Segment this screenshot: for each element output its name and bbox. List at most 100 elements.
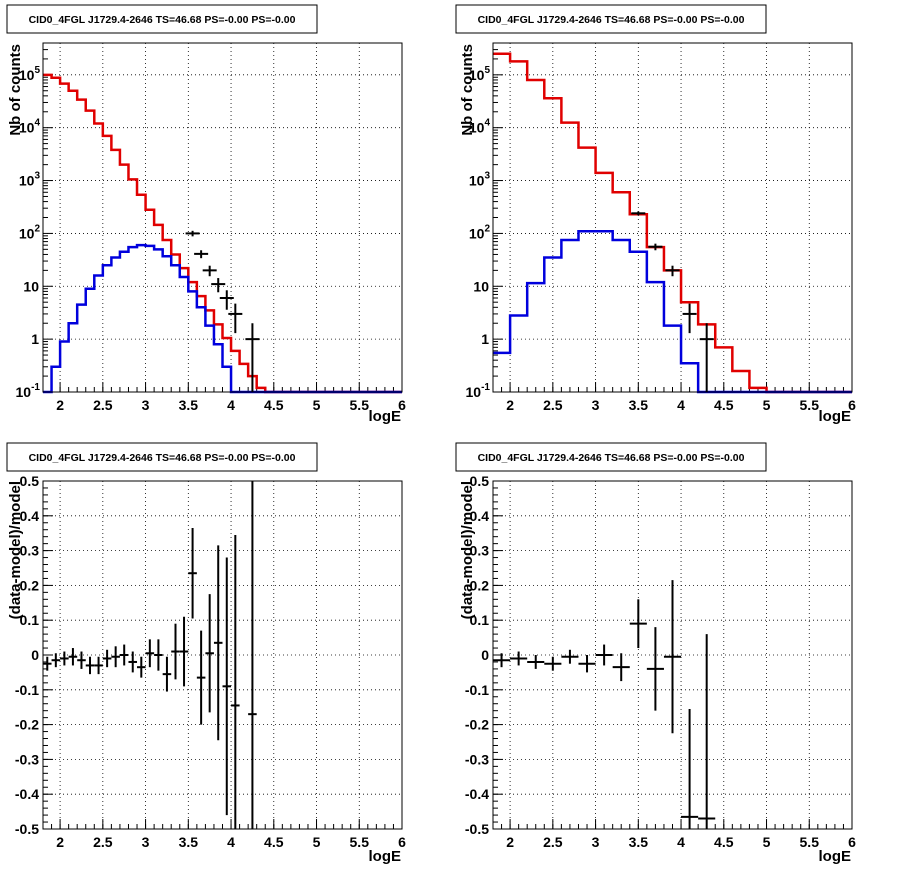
x-tick-label: 5.5 [350, 397, 370, 413]
y-tick-label: -0.1 [15, 682, 39, 698]
y-tick-label: -0.3 [15, 751, 39, 767]
x-tick-label: 4 [677, 834, 685, 850]
y-tick-label: 0.4 [470, 508, 490, 524]
y-tick-label: 1 [31, 331, 39, 347]
y-tick-label: 1 [481, 331, 489, 347]
y-tick-label: 0.2 [470, 577, 490, 593]
x-tick-label: 5 [313, 397, 321, 413]
y-tick-label: 10-1 [16, 382, 41, 400]
y-tick-label: 102 [19, 223, 41, 241]
y-tick-label: 0.2 [20, 577, 40, 593]
x-axis-title: logE [819, 848, 852, 865]
x-axis-title: logE [819, 408, 852, 425]
x-tick-label: 5 [763, 834, 771, 850]
y-tick-label: -0.5 [465, 821, 489, 837]
x-tick-label: 5 [763, 397, 771, 413]
title-box [455, 4, 767, 34]
y-axis-title: (data-model)/model [459, 481, 476, 619]
residual-panel-right: CID0_4FGL J1729.4-2646 TS=46.68 PS=-0.00… [455, 442, 856, 865]
plot-frame [492, 480, 853, 830]
x-tick-label: 5.5 [800, 397, 820, 413]
panel-title: CID0_4FGL J1729.4-2646 TS=46.68 PS=-0.00… [29, 452, 296, 464]
plot-frame [492, 42, 853, 393]
x-tick-label: 4.5 [714, 834, 734, 850]
x-tick-label: 4.5 [264, 397, 284, 413]
x-tick-label: 2 [506, 834, 514, 850]
y-tick-label: 10 [23, 278, 39, 294]
x-tick-label: 2.5 [543, 397, 563, 413]
y-tick-label: -0.5 [15, 821, 39, 837]
x-tick-label: 3.5 [629, 397, 649, 413]
counts-panel-right: CID0_4FGL J1729.4-2646 TS=46.68 PS=-0.00… [455, 4, 856, 425]
y-tick-label: 0.5 [20, 473, 40, 489]
panel-title: CID0_4FGL J1729.4-2646 TS=46.68 PS=-0.00… [29, 14, 296, 26]
y-tick-label: -0.1 [465, 682, 489, 698]
y-axis-title: (data-model)/model [7, 481, 24, 619]
x-tick-label: 4 [677, 397, 685, 413]
y-tick-label: 102 [469, 223, 491, 241]
y-tick-label: 0 [481, 647, 489, 663]
plot-frame [42, 480, 403, 830]
y-tick-label: 0.3 [470, 543, 490, 559]
x-tick-label: 3 [592, 397, 600, 413]
x-tick-label: 4 [227, 834, 235, 850]
x-tick-label: 3 [142, 834, 150, 850]
counts-panel-left: CID0_4FGL J1729.4-2646 TS=46.68 PS=-0.00… [6, 4, 406, 425]
y-tick-label: 0.3 [20, 543, 40, 559]
y-tick-label: -0.2 [465, 717, 489, 733]
y-axis-title: Nb of counts [7, 44, 24, 136]
x-tick-label: 2.5 [543, 834, 563, 850]
y-tick-label: 103 [19, 171, 41, 189]
plot-frame [42, 42, 403, 393]
x-tick-label: 4.5 [264, 834, 284, 850]
y-axis-title: Nb of counts [459, 44, 476, 136]
y-tick-label: -0.3 [465, 751, 489, 767]
x-tick-label: 6 [398, 834, 406, 850]
y-tick-label: -0.4 [15, 786, 39, 802]
histogram-series-blue [43, 243, 402, 394]
y-tick-label: 104 [469, 118, 491, 136]
y-tick-label: 0.5 [470, 473, 490, 489]
x-tick-label: 5.5 [350, 834, 370, 850]
y-tick-label: 10 [473, 278, 489, 294]
y-tick-label: 105 [469, 65, 491, 83]
x-tick-label: 3.5 [179, 834, 199, 850]
x-tick-label: 6 [398, 397, 406, 413]
x-tick-label: 4 [227, 397, 235, 413]
residual-panel-left: CID0_4FGL J1729.4-2646 TS=46.68 PS=-0.00… [6, 442, 406, 865]
x-tick-label: 2.5 [93, 397, 113, 413]
x-tick-label: 6 [848, 397, 856, 413]
y-tick-label: 104 [19, 118, 41, 136]
title-box [6, 4, 318, 34]
x-tick-label: 3 [142, 397, 150, 413]
x-tick-label: 2.5 [93, 834, 113, 850]
x-tick-label: 3.5 [179, 397, 199, 413]
y-tick-label: -0.4 [465, 786, 489, 802]
x-axis-title: logE [369, 848, 402, 865]
panel-title: CID0_4FGL J1729.4-2646 TS=46.68 PS=-0.00… [478, 14, 745, 26]
y-tick-label: 0.4 [20, 508, 40, 524]
y-tick-label: -0.2 [15, 717, 39, 733]
y-tick-label: 105 [19, 65, 41, 83]
x-tick-label: 2 [56, 834, 64, 850]
x-tick-label: 5.5 [800, 834, 820, 850]
histogram-series-blue [493, 229, 852, 394]
y-tick-label: 103 [469, 171, 491, 189]
x-tick-label: 2 [506, 397, 514, 413]
x-tick-label: 4.5 [714, 397, 734, 413]
x-tick-label: 6 [848, 834, 856, 850]
x-tick-label: 3 [592, 834, 600, 850]
x-tick-label: 3.5 [629, 834, 649, 850]
x-tick-label: 5 [313, 834, 321, 850]
histogram-series-red [493, 52, 852, 394]
y-tick-label: 0.1 [470, 612, 490, 628]
title-box [6, 442, 318, 472]
x-axis-title: logE [369, 408, 402, 425]
panel-title: CID0_4FGL J1729.4-2646 TS=46.68 PS=-0.00… [478, 452, 745, 464]
y-tick-label: 0 [31, 647, 39, 663]
y-tick-label: 10-1 [466, 382, 491, 400]
x-tick-label: 2 [56, 397, 64, 413]
y-tick-label: 0.1 [20, 612, 40, 628]
title-box [455, 442, 767, 472]
